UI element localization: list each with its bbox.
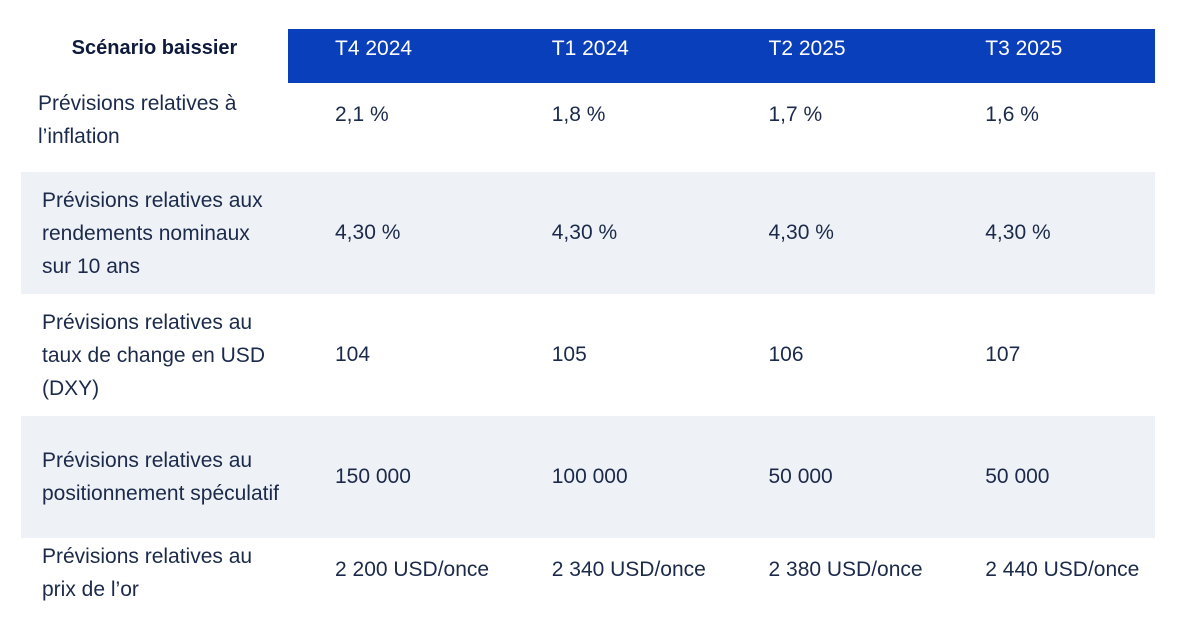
row-label: Prévisions relatives au positionnement s… (42, 449, 279, 505)
row-label: Prévisions relatives au prix de l’or (42, 545, 253, 601)
table-header: Scénario baissier T4 2024 T1 2024 T2 202… (21, 29, 1155, 83)
table-cell: 1,7 % (768, 103, 823, 126)
table-row: Prévisions relatives à l’inflation 2,1 %… (21, 83, 1155, 172)
table-cell: 2 440 USD/once (985, 558, 1140, 581)
table-cell: 50 000 (985, 465, 1050, 488)
row-label: Prévisions relatives au taux de change e… (42, 310, 265, 400)
column-header: T2 2025 (768, 37, 846, 60)
table-row: Prévisions relatives au positionnement s… (21, 416, 1155, 538)
table-row: Prévisions relatives au prix de l’or 2 2… (21, 538, 1155, 610)
table-cell: 104 (335, 343, 371, 366)
table-cell: 106 (768, 343, 804, 366)
column-header: T3 2025 (985, 37, 1063, 60)
table-cell: 2 380 USD/once (768, 558, 923, 581)
table-cell: 50 000 (768, 465, 833, 488)
scenario-title: Scénario baissier (71, 37, 238, 59)
table-cell: 4,30 % (985, 221, 1051, 244)
table-cell: 150 000 (335, 465, 411, 488)
row-label: Prévisions relatives à l’inflation (38, 92, 237, 148)
table-cell: 105 (551, 343, 587, 366)
table-cell: 4,30 % (335, 221, 401, 244)
table-cell: 100 000 (551, 465, 628, 488)
column-header: T4 2024 (335, 37, 413, 60)
table-cell: 4,30 % (551, 221, 618, 244)
table-cell: 1,6 % (985, 103, 1039, 126)
column-header: T1 2024 (551, 37, 629, 60)
table-row: Prévisions relatives au taux de change e… (21, 294, 1155, 416)
table-cell: 2,1 % (335, 103, 389, 126)
table-cell: 107 (985, 343, 1021, 366)
header-columns: T4 2024 T1 2024 T2 2025 T3 2025 (288, 29, 1155, 83)
table-cell: 4,30 % (768, 221, 834, 244)
row-label: Prévisions relatives aux rendements nomi… (42, 188, 263, 278)
forecast-table: Scénario baissier T4 2024 T1 2024 T2 202… (21, 29, 1155, 610)
table-cell: 2 340 USD/once (551, 558, 706, 581)
table-row: Prévisions relatives aux rendements nomi… (21, 172, 1155, 294)
table-cell: 2 200 USD/once (335, 558, 490, 581)
table-cell: 1,8 % (551, 103, 606, 126)
